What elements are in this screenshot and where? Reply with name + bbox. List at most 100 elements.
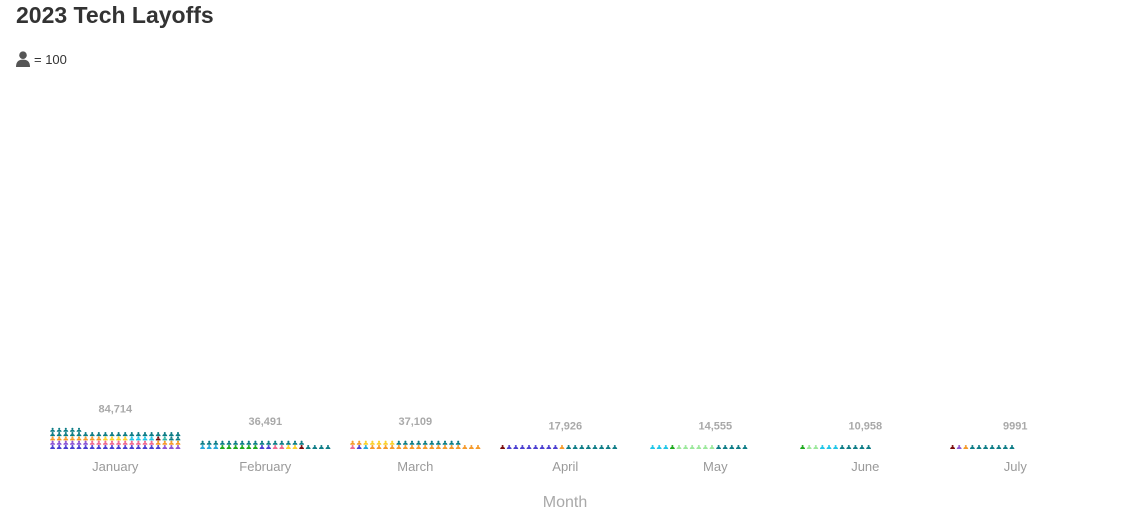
person-mark	[122, 440, 128, 445]
bar-may	[650, 444, 748, 449]
person-mark	[70, 432, 75, 437]
person-mark	[155, 444, 161, 449]
person-mark	[63, 427, 69, 432]
person-mark	[676, 444, 682, 449]
person-mark	[96, 432, 102, 437]
person-mark	[246, 440, 252, 445]
person-mark	[129, 444, 135, 449]
person-mark	[56, 444, 62, 449]
person-mark	[246, 444, 252, 449]
person-mark	[103, 436, 108, 441]
person-mark	[175, 432, 181, 437]
person-mark	[155, 436, 161, 441]
x-tick-label: June	[851, 459, 879, 474]
person-mark	[696, 444, 702, 449]
person-mark	[103, 444, 108, 449]
person-mark	[826, 444, 832, 449]
person-mark	[162, 436, 168, 441]
person-mark	[520, 444, 525, 449]
person-mark	[370, 444, 375, 449]
person-mark	[175, 444, 181, 449]
person-mark	[169, 440, 174, 445]
person-mark	[566, 444, 571, 449]
person-mark	[356, 440, 362, 445]
person-mark	[109, 436, 115, 441]
person-mark	[500, 444, 505, 449]
person-mark	[239, 444, 245, 449]
person-mark	[429, 440, 435, 445]
person-mark	[559, 444, 565, 449]
x-tick-label: May	[703, 459, 728, 474]
person-mark	[96, 436, 102, 441]
person-mark	[409, 440, 415, 445]
person-mark	[169, 432, 174, 437]
person-mark	[136, 440, 141, 445]
legend-text: = 100	[34, 51, 67, 67]
person-mark	[319, 444, 324, 449]
person-mark	[469, 444, 474, 449]
x-tick-label: February	[239, 459, 292, 474]
person-mark	[363, 440, 369, 445]
person-mark	[129, 432, 135, 437]
person-mark	[162, 432, 168, 437]
person-mark	[742, 444, 748, 449]
person-mark	[455, 444, 461, 449]
value-label: 9991	[1003, 421, 1027, 433]
person-mark	[50, 440, 55, 445]
person-mark	[513, 444, 519, 449]
person-mark	[109, 432, 115, 437]
person-mark	[213, 440, 219, 445]
person-mark	[200, 444, 205, 449]
person-mark	[736, 444, 741, 449]
person-mark	[116, 436, 121, 441]
person-mark	[299, 444, 304, 449]
person-mark	[136, 436, 141, 441]
person-mark	[806, 444, 812, 449]
person-mark	[376, 444, 382, 449]
person-mark	[149, 436, 154, 441]
person-mark	[206, 440, 212, 445]
person-mark	[122, 444, 128, 449]
person-mark	[462, 444, 468, 449]
person-mark	[89, 432, 95, 437]
person-mark	[389, 440, 395, 445]
person-mark	[266, 440, 271, 445]
person-mark	[116, 432, 121, 437]
person-mark	[422, 444, 428, 449]
person-mark	[305, 444, 311, 449]
person-mark	[383, 444, 388, 449]
person-mark	[155, 440, 161, 445]
person-mark	[396, 440, 402, 445]
person-mark	[136, 444, 141, 449]
person-mark	[956, 444, 962, 449]
bar-july	[950, 444, 1015, 449]
person-mark	[83, 436, 88, 441]
person-mark	[970, 444, 975, 449]
person-mark	[116, 440, 121, 445]
person-mark	[56, 440, 62, 445]
person-mark	[356, 444, 362, 449]
person-mark	[475, 444, 481, 449]
person-mark	[286, 440, 291, 445]
person-mark	[539, 444, 545, 449]
person-mark	[83, 440, 88, 445]
person-mark	[820, 444, 825, 449]
person-mark	[363, 444, 369, 449]
person-mark	[149, 440, 154, 445]
person-mark	[839, 444, 845, 449]
person-mark	[142, 440, 148, 445]
person-mark	[579, 444, 585, 449]
person-mark	[416, 440, 421, 445]
person-mark	[162, 440, 168, 445]
person-mark	[709, 444, 715, 449]
person-mark	[226, 444, 232, 449]
bar-april	[500, 444, 618, 449]
x-tick-label: January	[92, 459, 139, 474]
bar-march	[350, 440, 481, 449]
person-mark	[442, 444, 448, 449]
person-mark	[383, 440, 388, 445]
person-mark	[526, 444, 532, 449]
person-mark	[689, 444, 695, 449]
person-mark	[429, 444, 435, 449]
